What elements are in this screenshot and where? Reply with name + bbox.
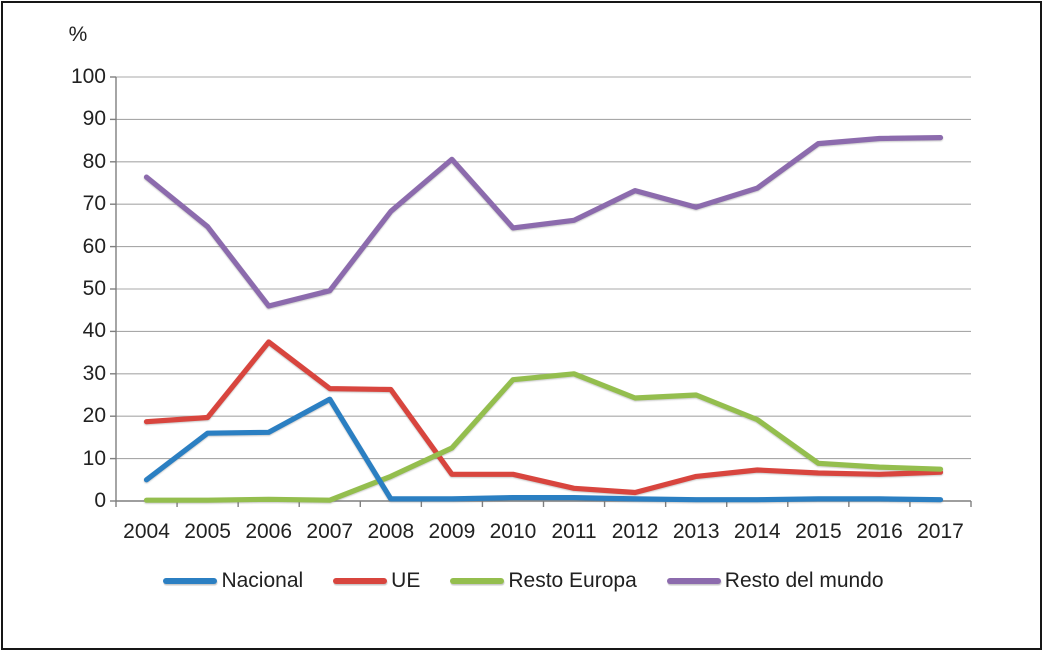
legend-line-swatch [163, 578, 218, 584]
legend-line-swatch [333, 578, 388, 584]
legend-label: Resto Europa [508, 569, 637, 592]
y-tick-label: 80 [82, 149, 106, 173]
x-tick-label: 2011 [551, 520, 597, 543]
legend-line-swatch [450, 578, 505, 584]
x-tick-label: 2015 [794, 520, 842, 543]
y-tick-label: 70 [82, 192, 106, 216]
legend-item-nacional: Nacional [163, 568, 303, 594]
y-tick-label: 40 [82, 319, 106, 343]
legend-label: Resto del mundo [724, 569, 884, 592]
x-tick-label: 2008 [367, 520, 415, 543]
x-tick-label: 2017 [917, 520, 964, 543]
series-line-nacional [143, 396, 944, 503]
legend-label: UE [391, 569, 421, 592]
legend-item-resto-del-mundo: Resto del mundo [666, 568, 884, 594]
y-tick-label: 60 [82, 234, 106, 258]
x-tick-label: 2004 [123, 520, 170, 543]
y-tick-label: 0 [94, 489, 106, 512]
legend-label: Nacional [221, 569, 304, 592]
x-tick-label: 2012 [611, 520, 659, 543]
series-line-ue [143, 339, 944, 496]
x-tick-label: 2005 [184, 520, 231, 543]
series-lines-group [143, 135, 944, 503]
y-tick-label: 50 [82, 277, 106, 300]
y-tick-label: 10 [82, 446, 106, 470]
legend-line-swatch [666, 578, 721, 584]
x-tick-label: 2007 [306, 520, 354, 543]
y-tick-label: 100 [70, 65, 106, 88]
legend-item-resto-europa: Resto Europa [450, 568, 637, 594]
legend-item-ue: UE [333, 568, 420, 594]
series-line-resto-europa [143, 371, 944, 503]
y-axis-unit-label: % [68, 23, 88, 46]
x-tick-label: 2016 [856, 520, 903, 543]
y-tick-label: 30 [82, 361, 106, 385]
x-tick-label: 2013 [672, 520, 720, 543]
series-line-resto-del-mundo [143, 135, 944, 309]
x-tick-label: 2006 [245, 520, 293, 543]
x-tick-label: 2014 [733, 520, 781, 543]
x-tick-label: 2009 [428, 520, 476, 543]
legend: Nacional UE Resto Europa Resto del mundo [0, 566, 1047, 596]
x-tick-label: 2010 [489, 520, 537, 543]
y-tick-label: 20 [82, 404, 106, 428]
y-tick-label: 90 [82, 107, 106, 131]
